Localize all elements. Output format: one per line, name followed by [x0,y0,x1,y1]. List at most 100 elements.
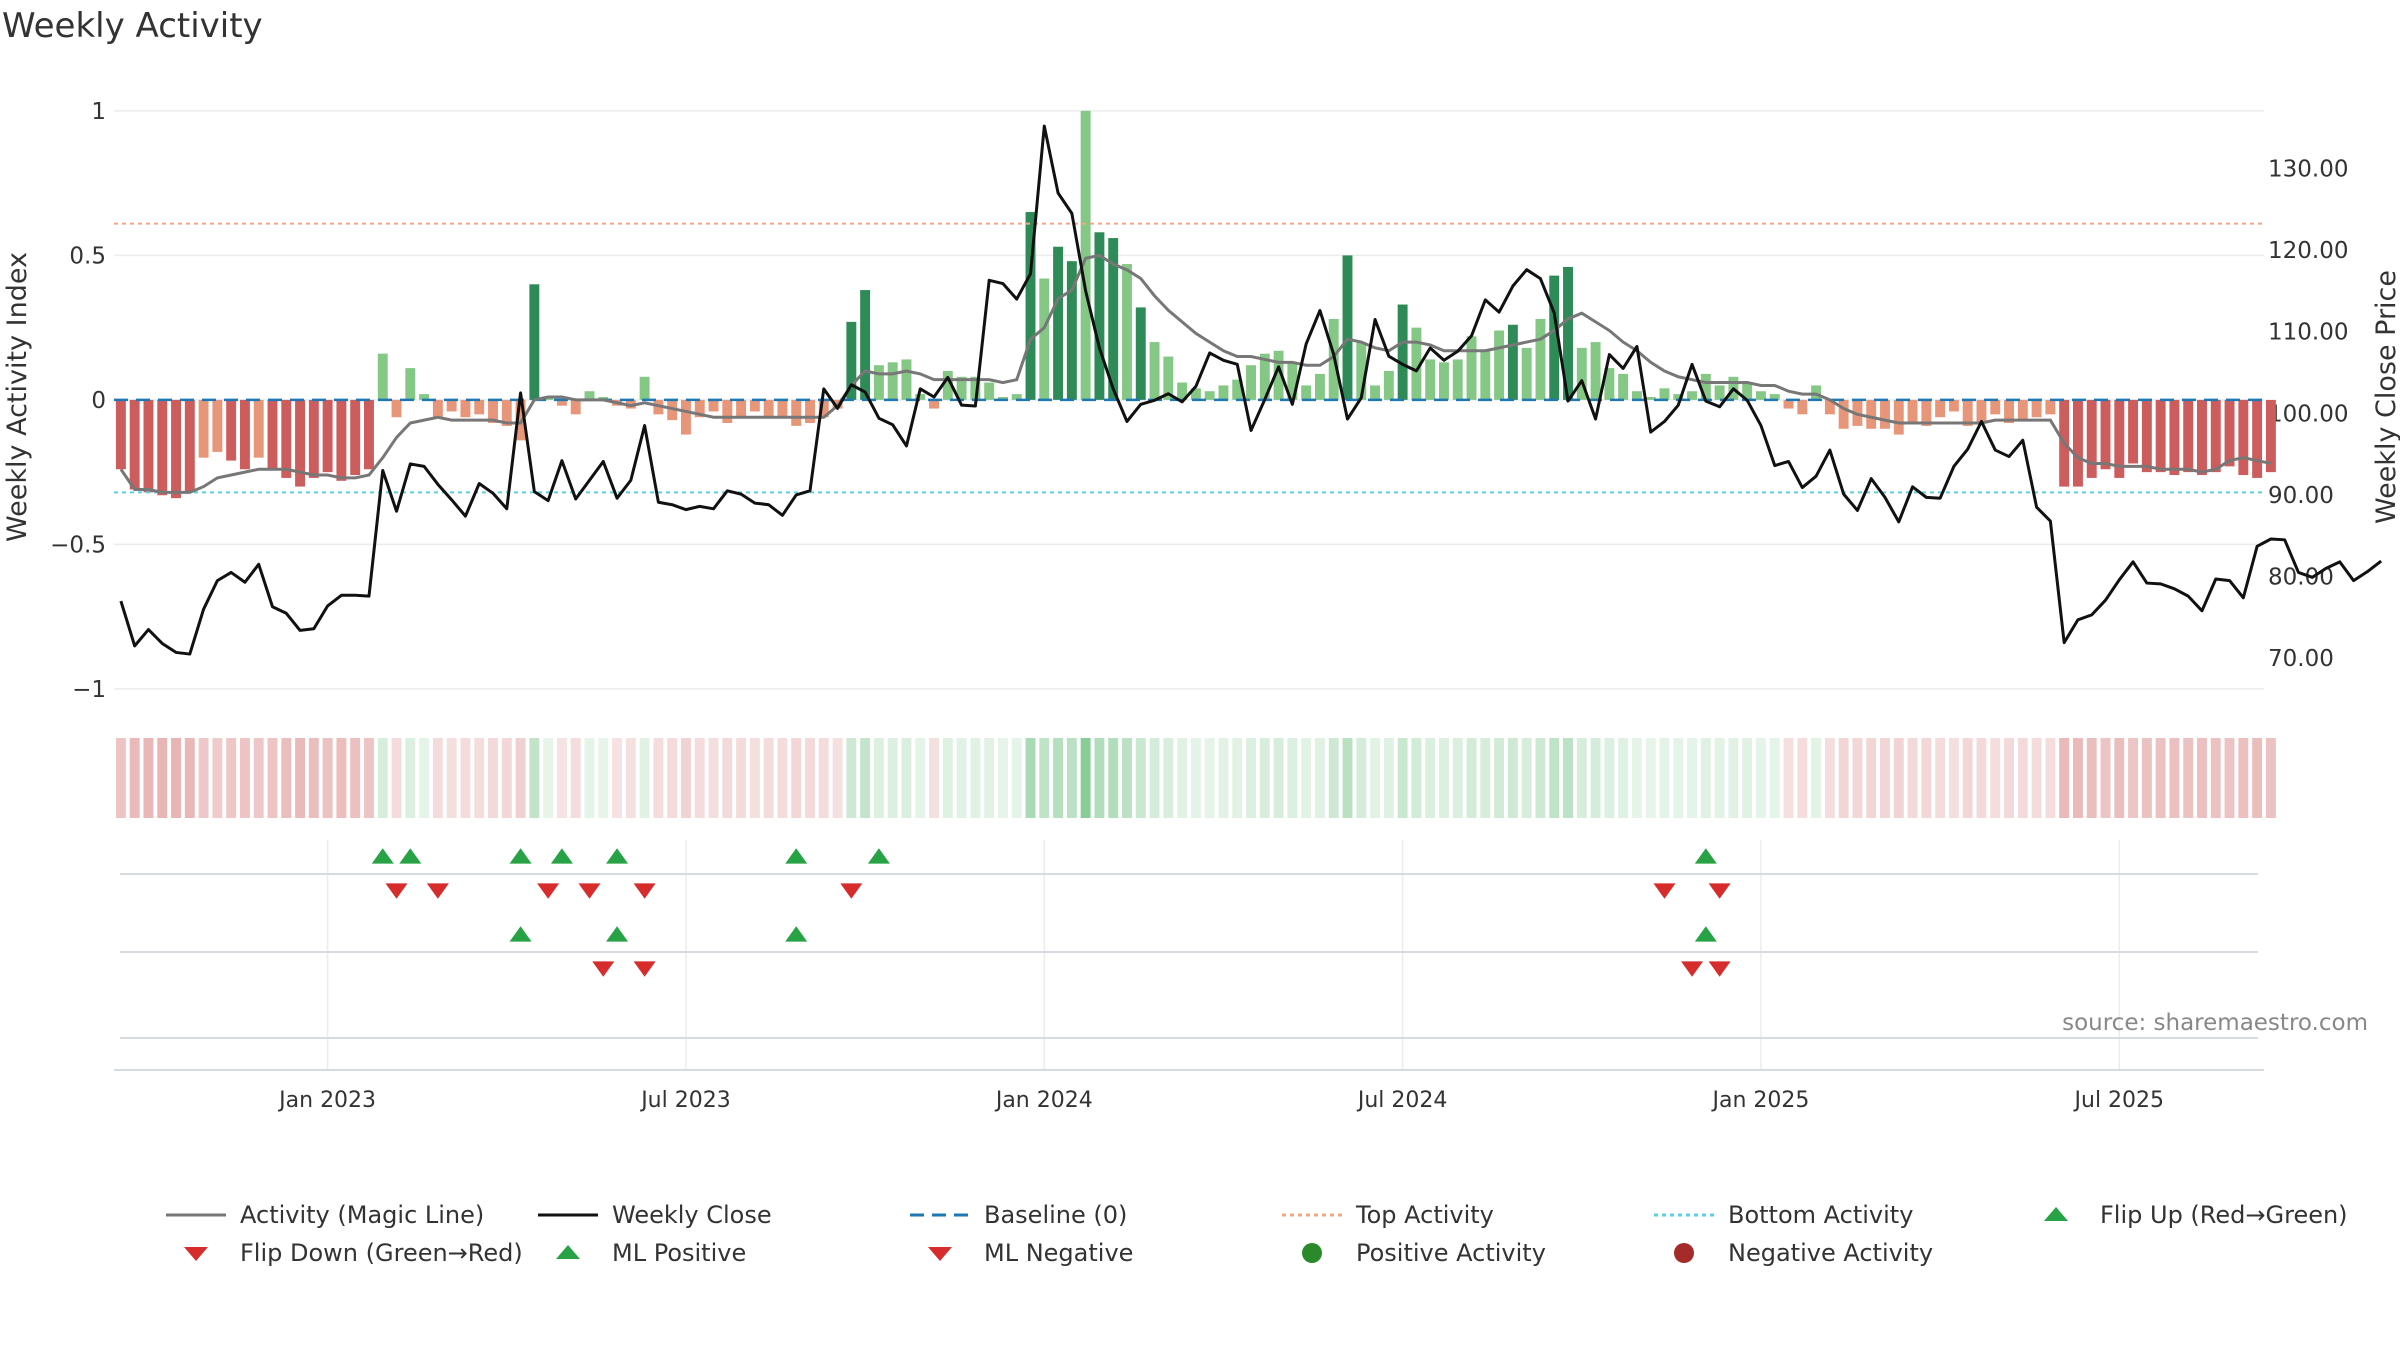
activity-bar [2210,399,2221,473]
activity-bar [2086,399,2097,478]
heat-strip-cell [2045,738,2056,818]
heat-strip-cell [1769,738,1780,818]
activity-bar [267,399,278,470]
activity-bar [1645,397,1656,400]
heat-strip-cell [1742,738,1753,818]
activity-bar [736,399,747,418]
heat-strip-cell [1383,738,1394,818]
activity-bar [2183,399,2194,473]
heat-strip-cell [1576,738,1587,818]
activity-bar [2128,399,2139,464]
heat-strip-cell [281,738,292,818]
heat-strip-cell [818,738,829,818]
source-credit: source: sharemaestro.com [2062,1010,2368,1036]
heat-strip-cell [1439,738,1449,818]
heat-strip-cell [1962,738,1973,818]
heat-strip-cell [598,738,609,818]
heat-strip-cell [2238,738,2249,818]
heat-strip-cell [1370,738,1381,818]
heat-strip-cell [791,738,802,818]
activity-bar [749,399,760,412]
heat-strip-cell [1328,738,1339,818]
heat-strip-cell [997,738,1008,818]
heat-strip-cell [1590,738,1601,818]
activity-bar [2004,399,2014,424]
activity-bar [281,399,292,478]
heat-strip-cell [1714,738,1725,818]
heat-strip-cell [1838,738,1849,818]
heat-strip-cell [708,738,719,818]
y2-tick-label: 110.00 [2268,320,2348,346]
activity-bar [1439,362,1449,400]
heat-strip-cell [198,738,209,818]
activity-bar [970,376,981,400]
heat-strip-cell [212,738,223,818]
activity-bar [501,399,512,426]
activity-bar [1962,399,1973,426]
heat-strip-cell [2183,738,2194,818]
heat-strip-cell [322,738,333,818]
heat-strip-cell [2210,738,2221,818]
activity-bar [336,399,347,481]
heat-strip-cell [1190,738,1201,818]
activity-bar [942,370,953,400]
y2-tick-label: 70.00 [2268,646,2334,672]
heat-strip-cell [350,738,361,818]
flip-up-marker [399,848,422,864]
activity-bar [1948,399,1959,412]
x-tick-label: Jul 2023 [639,1088,731,1113]
heat-strip-cell [1811,738,1822,818]
heat-strip-cell [2224,738,2235,818]
activity-bar [1990,399,2001,415]
activity-bar [570,399,581,415]
activity-bar [1521,347,1532,400]
activity-bar [1301,385,1312,400]
heat-strip-cell [239,738,250,818]
activity-bar [1287,362,1298,400]
heat-strip-cell [612,738,623,818]
heat-strip-cell [1880,738,1890,818]
heat-strip-cell [2059,738,2070,818]
heat-strip-cell [1659,738,1670,818]
activity-bar [1246,365,1256,400]
heat-strip-cell [846,738,857,818]
heat-strip-cell [639,738,650,818]
heat-strip-cell [295,738,306,818]
heat-strip-cell [1797,738,1808,818]
heat-strip-cell [1273,738,1284,818]
x-tick-label: Jul 2024 [1356,1088,1448,1113]
activity-bar [2224,399,2235,467]
activity-bar [2045,399,2056,415]
activity-bar [680,399,691,435]
activity-bar [1618,373,1629,400]
activity-bar [584,391,595,400]
heat-strip-cell [1301,738,1312,818]
legend: Activity (Magic Line) Weekly Close Basel… [160,1198,2400,1278]
legend-item: Baseline (0) [908,1198,1127,1232]
legend-swatch-icon [166,1213,226,1217]
heat-strip-cell [2031,738,2042,818]
heat-strip-cell [667,738,678,818]
x-tick-label: Jan 2024 [994,1088,1093,1113]
activity-bar [1163,356,1174,400]
heat-strip-cell [460,738,471,818]
activity-bar [873,365,884,400]
activity-bar [1149,342,1160,400]
heat-strip-cell [1177,738,1188,818]
heat-strip-cell [887,738,898,818]
activity-bar [887,362,898,400]
activity-bar [1108,238,1119,400]
heat-strip-cell [1108,738,1119,818]
heat-strip-cell [570,738,581,818]
heat-strip-cell [1025,738,1036,818]
heat-strip-cell [2141,738,2152,818]
activity-bar [322,399,333,473]
legend-item: ML Negative [908,1236,1133,1270]
activity-bar [2252,399,2263,478]
activity-bar [391,399,402,418]
legend-item: Weekly Close [536,1198,772,1232]
activity-bar [1687,391,1698,400]
heat-strip-cell [2072,738,2083,818]
heat-strip-cell [405,738,416,818]
